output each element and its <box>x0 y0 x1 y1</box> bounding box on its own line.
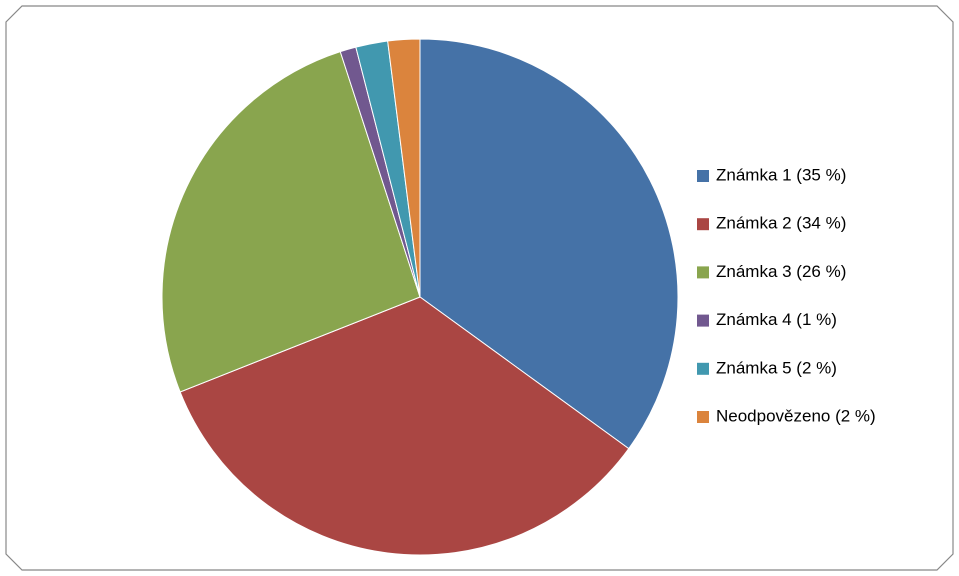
legend-label: Známka 2 (34 %) <box>716 214 846 233</box>
pie-slice <box>161 50 421 393</box>
legend-label: Neodpovězeno (2 %) <box>716 406 876 425</box>
legend-swatch <box>697 218 709 231</box>
legend-label: Známka 4 (1 %) <box>716 310 837 329</box>
legend-swatch <box>697 314 709 327</box>
pie-slice <box>179 296 630 556</box>
legend-swatch <box>697 411 709 423</box>
legend-swatch <box>697 362 709 375</box>
pie-slice <box>387 38 421 298</box>
legend-label: Známka 5 (2 %) <box>716 358 837 377</box>
pie-slice <box>419 38 679 450</box>
legend-swatch <box>697 170 709 182</box>
legend-label: Známka 1 (35 %) <box>716 165 846 184</box>
legend-swatch <box>697 266 709 279</box>
legend-label: Známka 3 (26 %) <box>716 262 846 281</box>
